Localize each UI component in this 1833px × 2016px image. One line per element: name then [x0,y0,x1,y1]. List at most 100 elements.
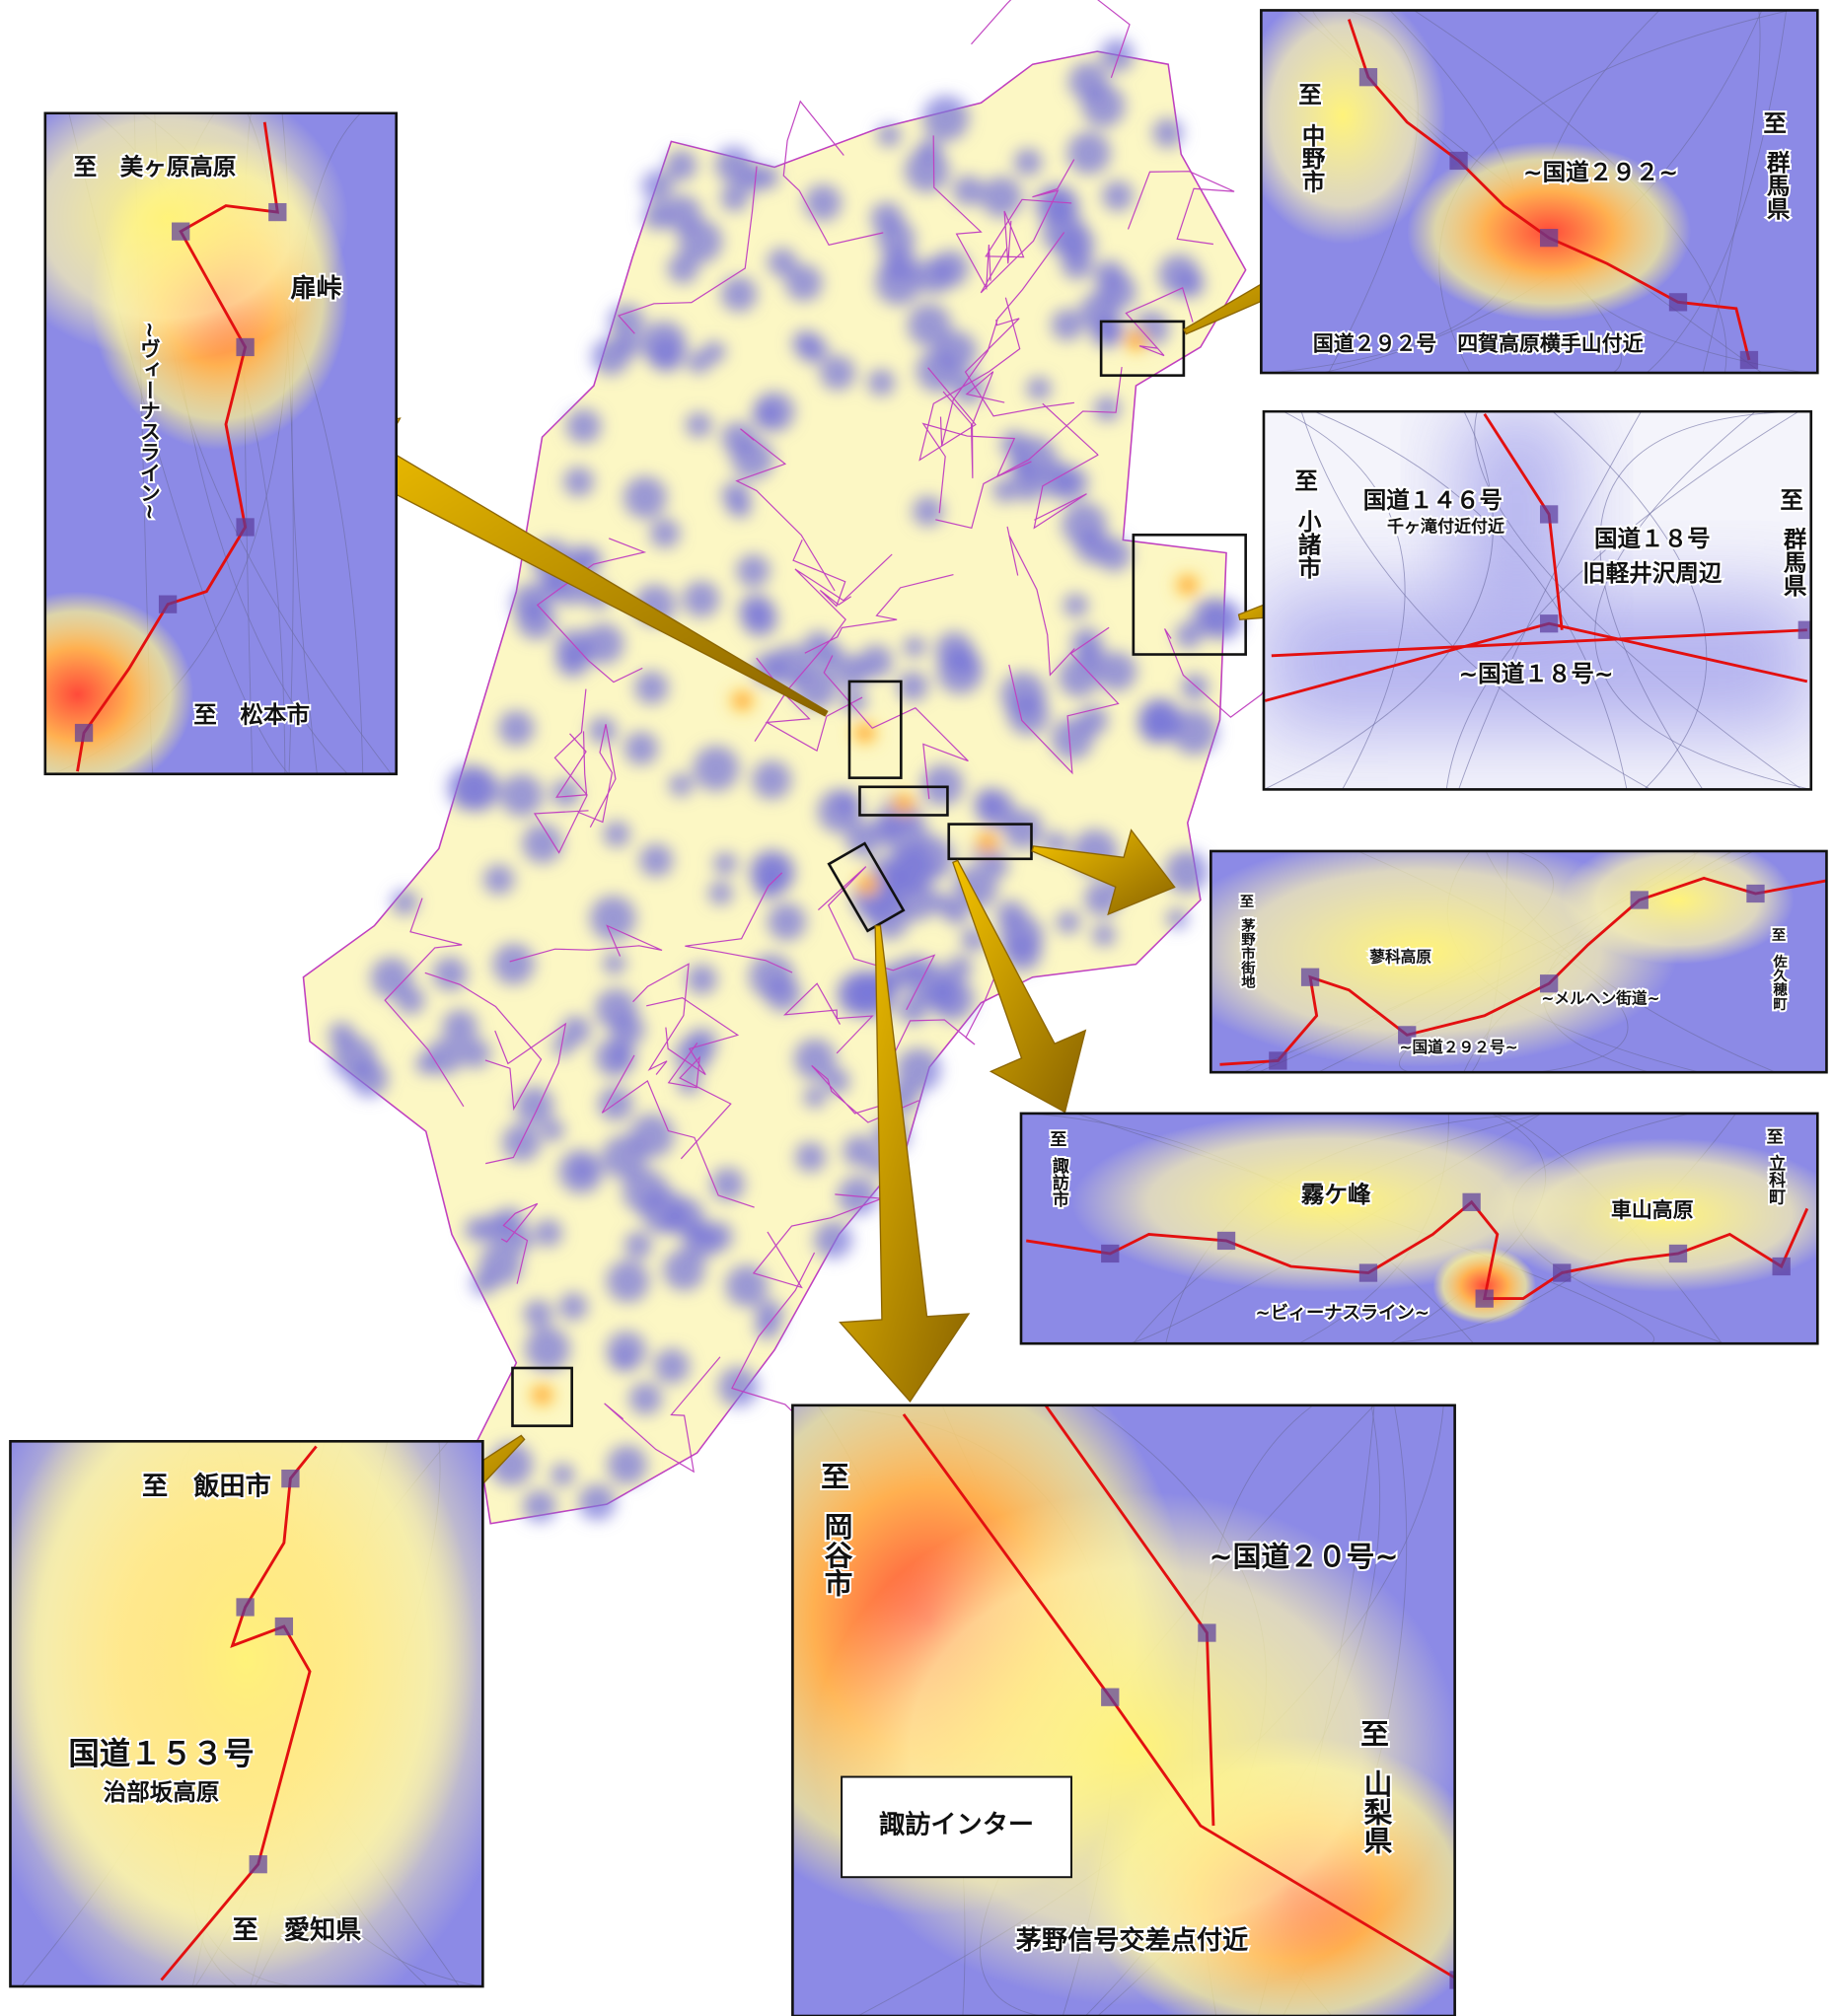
heat-blob [682,580,720,618]
heat-hotspot [898,798,910,809]
heat-blob [1100,38,1135,73]
minor-road [1300,411,1651,790]
heat-blob [628,1382,662,1415]
municipal-border [942,371,1005,478]
municipal-border [536,538,647,684]
heat-blob [425,1039,463,1075]
heat-blob [702,340,726,364]
heat-blob [550,778,580,808]
inset-body [792,1404,1455,2016]
heat-blob [1137,697,1183,743]
heat-blob [1066,131,1111,175]
inset-body [44,112,397,774]
heat-blob [595,1038,635,1077]
minor-road [1474,411,1802,790]
heat-blob [641,170,674,202]
heat-blob [728,495,752,519]
accident-marker [1553,1263,1572,1282]
heat-blob [516,601,556,640]
municipal-border [823,655,969,800]
highlight-box [511,1366,573,1427]
heat-blob [1093,259,1126,292]
inset-label: ~国道２９２~ [1523,159,1678,186]
heat-blob [817,789,862,833]
heat-blob [1096,537,1132,572]
heat-blob [1081,84,1126,128]
municipal-border [553,688,589,798]
heat-blob [1175,621,1203,649]
heat-hotspot [859,727,870,739]
accident-marker [1449,1971,1455,1989]
heat-blob [948,646,980,677]
municipal-border [735,428,836,592]
municipal-border [685,872,793,973]
heat-blob [1164,850,1209,894]
municipal-border [424,972,543,1112]
heat-area [1484,1137,1818,1293]
municipal-border [601,1054,755,1208]
heat-blob [1077,705,1109,736]
heat-blob [1157,253,1200,296]
heat-blob [1062,502,1107,547]
heat-blob [653,1348,690,1384]
heat-blob [442,1009,477,1044]
highlight-box [827,841,906,933]
inset-label: 至 [821,1460,849,1493]
route [160,1445,318,1981]
inset-label: ~ビィーナスライン~ [1255,1303,1430,1324]
inset-label: ~メルヘン街道~ [1541,988,1659,1007]
heat-blob [896,1047,941,1093]
accident-marker [1739,350,1759,370]
heat-area [1071,1113,1588,1293]
accident-marker [1797,620,1811,639]
municipal-border [885,966,1000,1072]
heat-blob [591,337,630,376]
heat-blob [678,219,723,263]
heat-blob [483,864,515,896]
accident-marker [1398,1026,1417,1044]
heat-blob [1039,461,1077,499]
accident-marker [1630,891,1649,909]
accident-marker [1746,884,1765,903]
accident-marker [74,723,94,743]
heat-blob [550,1463,575,1487]
heat-blob [755,1299,784,1329]
municipal-border [971,0,1131,79]
inset-label: 中野市 [1298,123,1326,193]
heat-area [44,112,349,360]
heat-blob [1181,673,1209,701]
highlight-box [1099,320,1186,377]
municipal-border [792,540,851,608]
heat-blob [629,1114,675,1158]
heat-blob [897,671,928,702]
heat-area [1562,850,1795,965]
heat-blob [992,477,1018,503]
heat-blob [623,731,659,765]
municipal-border [935,366,1123,530]
heat-blob [555,644,590,678]
heat-blob [1013,148,1043,177]
heat-blob [686,411,712,438]
municipal-border [533,731,589,854]
heat-blob [1000,430,1029,459]
heat-blob [922,95,969,142]
heat-hotspot [737,695,748,706]
municipal-border [646,997,740,1076]
municipal-border [939,232,1065,447]
heat-blob [721,421,756,456]
heat-blob [817,642,844,670]
inset-label: 至 松本市 [193,701,310,729]
heat-blob [607,1445,647,1485]
heat-blob [1015,475,1043,503]
minor-road [1552,411,1708,790]
heat-blob [871,813,900,841]
heat-blob [701,1221,733,1253]
minor-road [1458,411,1642,790]
accident-marker [236,518,255,537]
heat-blob [649,518,681,548]
